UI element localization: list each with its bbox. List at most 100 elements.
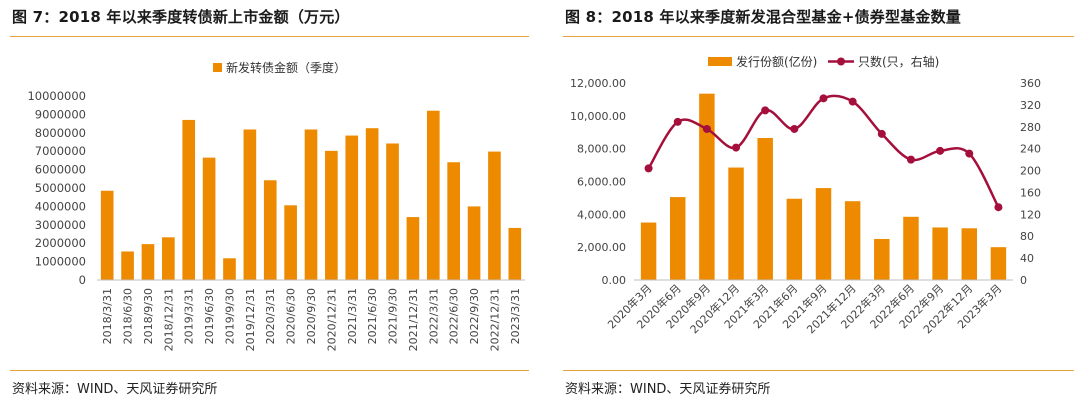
y-right-tick-label: 360: [1020, 77, 1041, 90]
y-right-tick-label: 80: [1020, 230, 1034, 243]
x-tick-label: 2019/6/30: [203, 288, 216, 344]
bar-2020年9月: [699, 93, 715, 280]
right-top-rule: [563, 36, 1074, 37]
bar-2023/3/31: [508, 227, 522, 280]
right-figure-title: 图 8：2018 年以来季度新发混合型基金+债券型基金数量: [565, 8, 961, 26]
left-bar-chart: 新发转债金额（季度） 0 1000000 2000000 3000000 4000000 5…: [27, 60, 525, 351]
x-tick-label: 2021/9/30: [387, 288, 400, 344]
x-tick-label: 2021/3/31: [346, 288, 359, 344]
bar-2018/6/30: [121, 251, 134, 280]
x-tick-label: 2020/3/31: [264, 288, 277, 344]
x-tick-label: 2018/6/30: [122, 288, 135, 344]
bar-2019/12/31: [243, 129, 257, 280]
x-tick-label: 2020/9/30: [305, 288, 318, 344]
y-left-tick-label: 12,000.00: [570, 77, 626, 90]
y-right-tick-label: 40: [1020, 252, 1034, 265]
y-tick-label: 6000000: [35, 163, 86, 177]
left-bottom-rule: [10, 370, 529, 371]
x-tick-label: 2019/9/30: [223, 288, 236, 344]
bar-2020/9/30: [304, 129, 318, 280]
bar-2018/9/30: [141, 244, 155, 280]
left-source-note: 资料来源：WIND、天风证券研究所: [12, 382, 218, 397]
bar-2022/3/31: [426, 110, 440, 280]
y-left-tick-label: 10,000.00: [570, 110, 626, 123]
fund-count-point-2022年12月: [965, 149, 974, 158]
x-tick-label: 2020/6/30: [285, 288, 298, 344]
fund-count-point-2022年6月: [906, 155, 915, 164]
bar-2022/6/30: [447, 162, 460, 280]
legend-marker-fund-count: [837, 57, 845, 66]
x-tick-label: 2022/12/31: [488, 288, 501, 351]
fund-count-point-2021年6月: [790, 124, 799, 133]
y-tick-label: 0: [79, 273, 86, 287]
fund-count-point-2021年12月: [848, 97, 857, 106]
legend-swatch-issue-share: [708, 57, 732, 66]
fund-count-point-2021年3月: [761, 106, 770, 115]
y-tick-label: 5000000: [35, 181, 86, 195]
bar-2022年9月: [932, 227, 948, 280]
bar-2022/9/30: [467, 206, 481, 280]
y-tick-label: 4000000: [35, 199, 86, 213]
x-tick-label: 2018/3/31: [101, 288, 114, 344]
x-tick-label: 2018/12/31: [162, 288, 175, 351]
fund-count-point-2020年6月: [673, 117, 682, 126]
bar-2020年3月: [640, 222, 657, 280]
legend-label-new-cb-amount: 新发转债金额（季度）: [226, 60, 346, 75]
y-left-tick-label: 6,000.00: [577, 176, 626, 189]
y-tick-label: 9000000: [35, 107, 86, 121]
fund-count-point-2021年9月: [819, 94, 828, 103]
y-right-tick-label: 0: [1020, 274, 1027, 287]
legend-label-fund-count: 只数(只，右轴): [858, 54, 939, 69]
y-right-tick-label: 160: [1020, 186, 1041, 199]
fund-count-point-2020年12月: [732, 143, 741, 152]
y-tick-label: 10000000: [27, 89, 86, 103]
fund-count-point-2022年9月: [936, 146, 945, 155]
x-tick-label: 2022/3/31: [427, 288, 440, 344]
x-tick-label: 2021/6/30: [366, 288, 379, 344]
bar-2021年3月: [757, 137, 773, 280]
bar-2022年3月: [874, 238, 890, 280]
x-tick-label: 2022/6/30: [448, 288, 461, 344]
y-left-tick-label: 0.00: [602, 274, 627, 287]
x-tick-label: 2019/12/31: [244, 288, 257, 351]
y-tick-label: 2000000: [35, 236, 86, 250]
bar-2021年9月: [815, 188, 832, 280]
y-right-tick-label: 240: [1020, 143, 1041, 156]
bar-2020年12月: [728, 167, 744, 280]
y-tick-label: 7000000: [35, 144, 86, 158]
bar-2018/12/31: [162, 237, 175, 280]
x-tick-label: 2018/9/30: [142, 288, 155, 344]
right-bottom-rule: [563, 370, 1074, 371]
y-left-tick-label: 4,000.00: [577, 208, 626, 221]
fund-count-point-2020年9月: [702, 124, 711, 133]
bar-2021年12月: [844, 201, 861, 280]
left-top-rule: [10, 36, 529, 37]
y-left-tick-label: 8,000.00: [577, 143, 626, 156]
y-right-tick-label: 120: [1020, 208, 1041, 221]
left-figure: 图 7：2018 年以来季度转债新上市金额（万元） 新发转债金额（季度） 0 100…: [0, 0, 535, 405]
fund-count-point-2023年3月: [994, 203, 1003, 212]
bar-2020/3/31: [263, 180, 277, 280]
fund-count-point-2020年3月: [644, 164, 653, 173]
bar-2022年12月: [961, 228, 977, 280]
bar-2018/3/31: [100, 190, 114, 280]
bar-2019/9/30: [223, 258, 236, 280]
left-figure-title: 图 7：2018 年以来季度转债新上市金额（万元）: [12, 8, 350, 26]
bar-2021年6月: [786, 198, 803, 280]
bar-2020/6/30: [284, 205, 297, 280]
y-right-tick-label: 320: [1020, 99, 1041, 112]
y-right-tick-label: 200: [1020, 165, 1041, 178]
bar-2022年6月: [903, 216, 919, 280]
bar-2021/9/30: [386, 143, 399, 280]
legend-swatch-new-cb-amount: [213, 63, 222, 72]
right-figure: 图 8：2018 年以来季度新发混合型基金+债券型基金数量 发行份额(亿份) 只数…: [553, 0, 1080, 405]
right-source-note: 资料来源：WIND、天风证券研究所: [565, 382, 771, 397]
x-tick-label: 2022/9/30: [468, 288, 481, 344]
bar-2022/12/31: [488, 151, 501, 280]
y-right-tick-label: 280: [1020, 121, 1041, 134]
fund-count-point-2022年3月: [877, 129, 886, 138]
bar-2021/3/31: [345, 135, 359, 280]
y-left-tick-label: 2,000.00: [577, 241, 626, 254]
x-tick-label: 2019/3/31: [183, 288, 196, 344]
bar-2021/12/31: [406, 217, 420, 280]
